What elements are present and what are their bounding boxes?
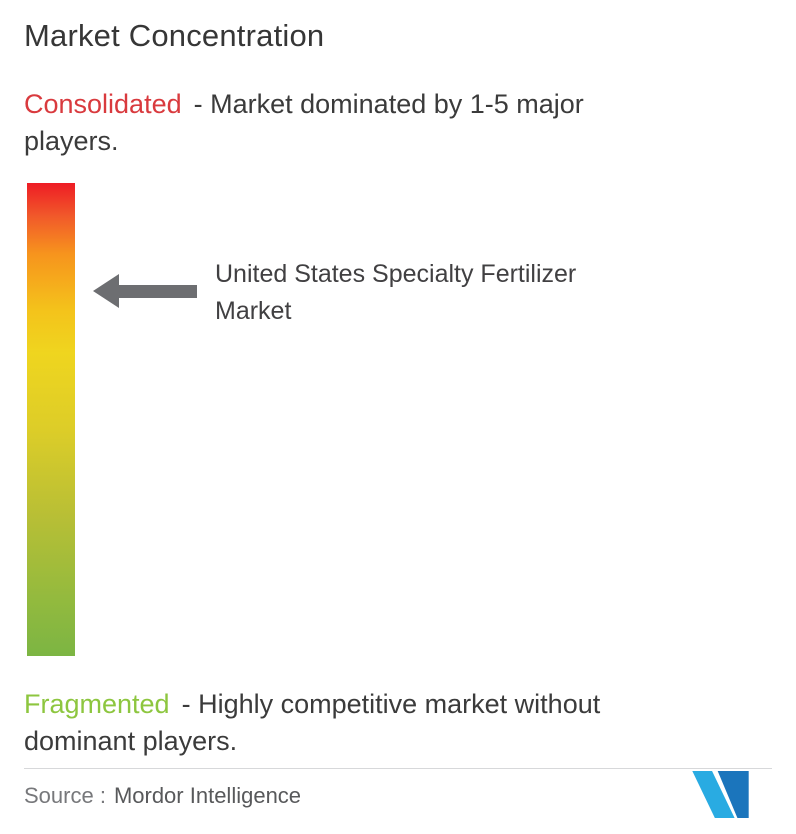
market-indicator-label: United States Specialty Fertilizer Marke… xyxy=(215,260,577,325)
mordor-intelligence-logo xyxy=(692,771,749,818)
concentration-gradient-bar xyxy=(27,183,75,656)
footer-divider xyxy=(24,768,772,769)
consolidated-label: Consolidated xyxy=(24,89,182,119)
consolidated-description: Consolidated - Market dominated by 1-5 ma… xyxy=(24,86,649,160)
source-prefix: Source : xyxy=(24,783,106,808)
source-label: Source : Mordor Intelligence xyxy=(24,783,301,809)
fragmented-text: - Highly competitive market without domi… xyxy=(24,689,601,756)
left-arrow-icon xyxy=(93,274,197,308)
fragmented-label: Fragmented xyxy=(24,689,170,719)
consolidated-text: - Market dominated by 1-5 major players. xyxy=(24,89,584,156)
page-title: Market Concentration xyxy=(24,18,325,53)
source-text: Mordor Intelligence xyxy=(113,783,302,808)
fragmented-description: Fragmented - Highly competitive market wi… xyxy=(24,686,684,760)
